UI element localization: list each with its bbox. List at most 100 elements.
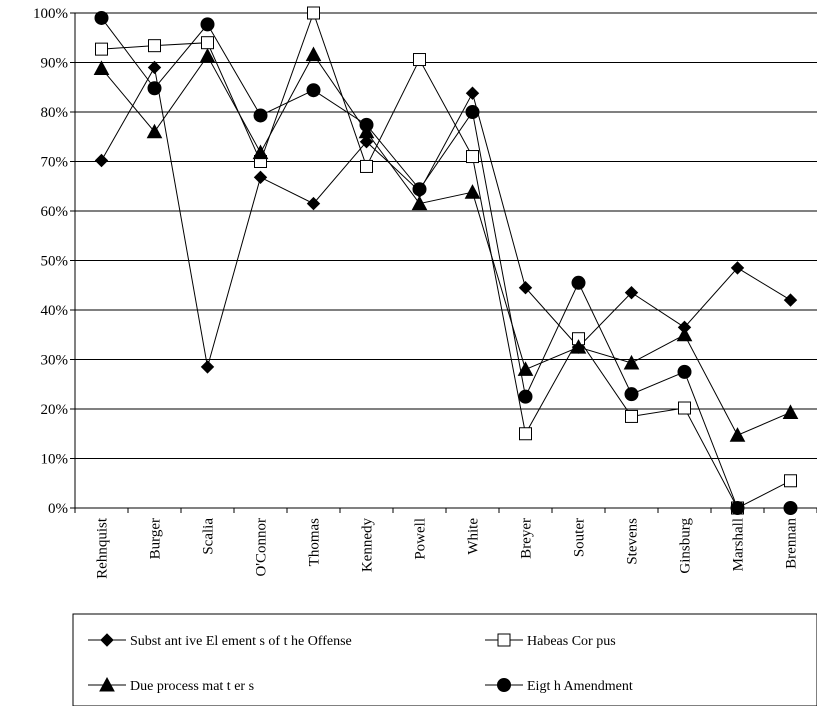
legend-marker (497, 633, 511, 647)
data-point (465, 105, 480, 119)
data-point (253, 108, 268, 123)
data-point (466, 150, 479, 164)
data-point (623, 354, 640, 370)
y-tick-label: 100% (33, 6, 68, 22)
data-point (730, 261, 745, 275)
data-point (464, 184, 481, 199)
legend-marker (99, 676, 115, 692)
y-tick-label: 0% (48, 501, 68, 517)
x-tick-label: Scalia (201, 518, 217, 555)
data-point (624, 285, 639, 300)
x-tick-label: Stevens (625, 518, 641, 565)
data-point (519, 427, 532, 441)
data-point (305, 46, 322, 62)
legend: Subst ant ive El ement s of t he Offense… (72, 613, 817, 706)
data-point (730, 501, 745, 515)
data-point (201, 36, 214, 50)
data-point (784, 474, 797, 488)
legend-label: Eigt h Amendment (527, 679, 633, 694)
x-tick-label: Souter (572, 518, 588, 557)
x-tick-label: Breyer (519, 518, 535, 559)
data-point (676, 326, 693, 342)
data-point (93, 60, 110, 75)
legend-box (72, 613, 817, 706)
series-line (101, 65, 791, 368)
data-point (624, 387, 639, 402)
data-point (200, 17, 215, 32)
y-tick-label: 10% (41, 452, 69, 468)
legend-label: Subst ant ive El ement s of t he Offense (130, 634, 352, 649)
data-point (199, 48, 216, 63)
data-point (95, 42, 108, 56)
y-tick-label: 90% (41, 56, 69, 72)
series-line (101, 11, 791, 509)
x-tick-label: Burger (148, 518, 164, 559)
axes (70, 12, 817, 513)
data-point (307, 6, 320, 20)
gridlines (75, 12, 817, 509)
series-lines (93, 6, 799, 515)
y-tick-label: 30% (41, 353, 69, 369)
legend-marker (497, 678, 511, 692)
y-tick-label: 50% (41, 254, 69, 270)
x-tick-label: Marshall (731, 518, 747, 571)
legend-entry: Eigt h Amendment (485, 678, 633, 694)
data-point (677, 364, 692, 379)
data-point (252, 144, 269, 160)
legend-marker (100, 633, 114, 647)
x-tick-label: Thomas (307, 518, 323, 566)
data-point (570, 339, 587, 354)
data-point (518, 389, 533, 404)
data-point (147, 81, 162, 96)
legend-label: Habeas Cor pus (527, 634, 616, 649)
series-line (101, 17, 791, 509)
legend-entry: Due process mat t er s (88, 676, 254, 694)
x-tick-label: Powell (413, 518, 429, 560)
data-point (465, 86, 480, 100)
series-square (95, 6, 797, 515)
data-point (729, 427, 746, 442)
data-point (147, 60, 162, 75)
x-tick-label: Rehnquist (95, 517, 111, 579)
data-point (412, 182, 427, 197)
data-point (782, 404, 799, 419)
x-tick-label: Kennedy (360, 518, 376, 573)
data-point (306, 83, 321, 98)
y-tick-label: 80% (41, 105, 69, 121)
x-axis-tick-labels: Rehnquist Burger Scalia O'Connor Thomas Kenne… (95, 517, 800, 579)
y-tick-label: 20% (41, 402, 69, 418)
data-point (200, 360, 215, 374)
data-point (517, 361, 534, 376)
series-diamond (94, 60, 798, 374)
data-point (306, 196, 321, 211)
legend-entry: Habeas Cor pus (485, 633, 616, 649)
x-tick-label: Ginsburg (678, 518, 694, 574)
data-point (146, 123, 163, 139)
data-point (148, 39, 161, 53)
legend-entry: Subst ant ive El ement s of t he Offense (88, 633, 352, 649)
data-point (94, 153, 109, 168)
data-point (625, 409, 638, 423)
x-tick-label: Brennan (784, 518, 800, 569)
data-point (783, 501, 798, 515)
data-point (359, 117, 374, 132)
series-triangle (93, 46, 799, 442)
data-point (678, 401, 691, 415)
data-point (783, 293, 798, 307)
data-point (359, 134, 374, 149)
y-axis-tick-labels: 0% 10% 20% 30% 40% 50% 60% 70% 80% 90% 100% (33, 6, 68, 517)
data-point (413, 53, 426, 67)
data-point (360, 159, 373, 173)
legend-label: Due process mat t er s (130, 679, 254, 694)
y-tick-label: 70% (41, 155, 69, 171)
y-tick-label: 40% (41, 303, 69, 319)
data-point (94, 10, 109, 25)
x-tick-label: White (466, 518, 482, 555)
series-circle (94, 10, 798, 515)
data-point (411, 195, 428, 211)
data-point (571, 275, 586, 290)
x-tick-label: O'Connor (254, 518, 270, 577)
data-point (518, 281, 533, 295)
data-point (253, 170, 268, 185)
